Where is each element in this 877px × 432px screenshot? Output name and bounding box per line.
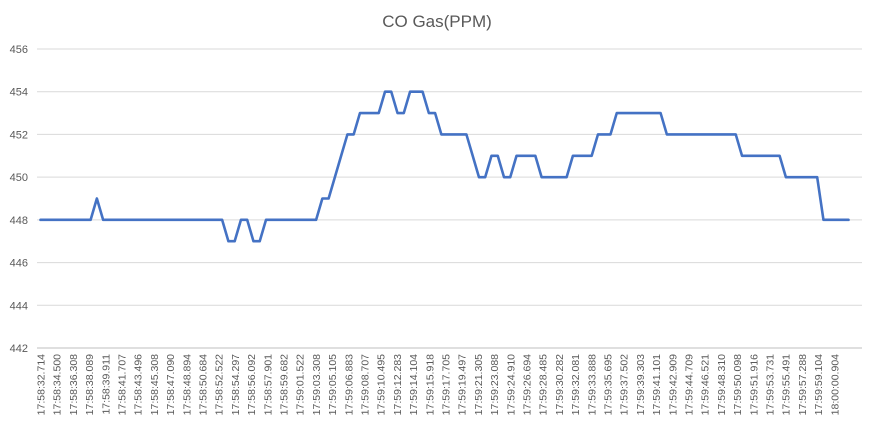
chart-title: CO Gas(PPM): [382, 12, 492, 31]
x-tick-label: 17:59:44.709: [684, 354, 696, 415]
x-tick-label: 17:58:32.714: [36, 354, 48, 415]
x-tick-label: 17:59:33.888: [586, 354, 598, 415]
y-tick-label: 452: [10, 129, 28, 141]
x-tick-label: 17:59:53.731: [765, 354, 777, 415]
x-tick-label: 17:58:39.911: [100, 354, 112, 415]
x-tick-label: 17:59:35.695: [603, 354, 615, 415]
x-tick-label: 17:59:30.282: [554, 354, 566, 415]
gridlines: [37, 48, 862, 306]
x-tick-label: 17:58:57.901: [262, 354, 274, 415]
x-tick-label: 17:58:41.707: [117, 354, 129, 415]
x-tick-label: 17:59:03.308: [311, 354, 323, 415]
x-tick-label: 17:58:45.308: [149, 354, 161, 415]
x-tick-label: 18:00:00.904: [829, 354, 841, 415]
x-tick-label: 17:59:32.081: [570, 354, 582, 415]
x-tick-label: 17:59:28.485: [538, 354, 550, 415]
x-tick-label: 17:59:10.495: [376, 354, 388, 415]
x-tick-label: 17:59:08.707: [360, 354, 372, 415]
x-tick-label: 17:58:54.297: [230, 354, 242, 415]
x-tick-label: 17:59:51.916: [748, 354, 760, 415]
x-tick-label: 17:58:56.092: [246, 354, 258, 415]
x-tick-label: 17:59:57.288: [797, 354, 809, 415]
x-tick-label: 17:59:05.105: [327, 354, 339, 415]
x-tick-label: 17:59:59.104: [813, 354, 825, 415]
x-tick-label: 17:59:50.098: [732, 354, 744, 415]
x-tick-label: 17:59:15.918: [424, 354, 436, 415]
x-tick-label: 17:59:14.104: [408, 354, 420, 415]
x-tick-label: 17:59:06.883: [343, 354, 355, 415]
x-tick-label: 17:59:41.101: [651, 354, 663, 415]
x-tick-label: 17:59:23.088: [489, 354, 501, 415]
x-tick-label: 17:59:26.694: [522, 354, 534, 415]
x-tick-label: 17:59:24.910: [505, 354, 517, 415]
x-tick-label: 17:58:43.496: [133, 354, 145, 415]
x-tick-label: 17:59:37.502: [619, 354, 631, 415]
x-tick-label: 17:58:59.682: [279, 354, 291, 415]
x-tick-label: 17:58:38.089: [84, 354, 96, 415]
y-tick-label: 450: [10, 172, 28, 184]
x-tick-label: 17:59:21.305: [473, 354, 485, 415]
series-layer: [39, 90, 850, 243]
x-tick-label: 17:58:47.090: [165, 354, 177, 415]
y-tick-label: 454: [10, 87, 28, 99]
y-tick-label: 456: [10, 44, 28, 56]
series-line: [39, 90, 850, 243]
x-tick-label: 17:58:34.500: [52, 354, 64, 415]
x-tick-label: 17:59:17.705: [441, 354, 453, 415]
x-tick-label: 17:59:48.310: [716, 354, 728, 415]
x-tick-label: 17:59:42.909: [667, 354, 679, 415]
x-tick-label: 17:59:01.522: [295, 354, 307, 415]
x-tick-label: 17:59:46.521: [700, 354, 712, 415]
x-tick-label: 17:59:55.491: [781, 354, 793, 415]
x-tick-label: 17:59:19.497: [457, 354, 469, 415]
y-tick-label: 448: [10, 215, 28, 227]
x-tick-label: 17:59:39.303: [635, 354, 647, 415]
x-tick-label: 17:58:52.522: [214, 354, 226, 415]
x-tick-label: 17:58:36.308: [68, 354, 80, 415]
y-tick-label: 444: [10, 300, 28, 312]
x-tick-label: 17:58:50.684: [198, 354, 210, 415]
x-tick-label: 17:58:48.894: [181, 354, 193, 415]
x-tick-label: 17:59:12.283: [392, 354, 404, 415]
y-tick-label: 442: [10, 343, 28, 355]
x-axis-tick-labels: 17:58:32.714 17:58:34.500 17:58:36.308 17:5…: [36, 354, 842, 415]
y-tick-label: 446: [10, 258, 28, 270]
y-axis-tick-labels: 442 444 446 448 450 452 454 456: [10, 44, 28, 355]
